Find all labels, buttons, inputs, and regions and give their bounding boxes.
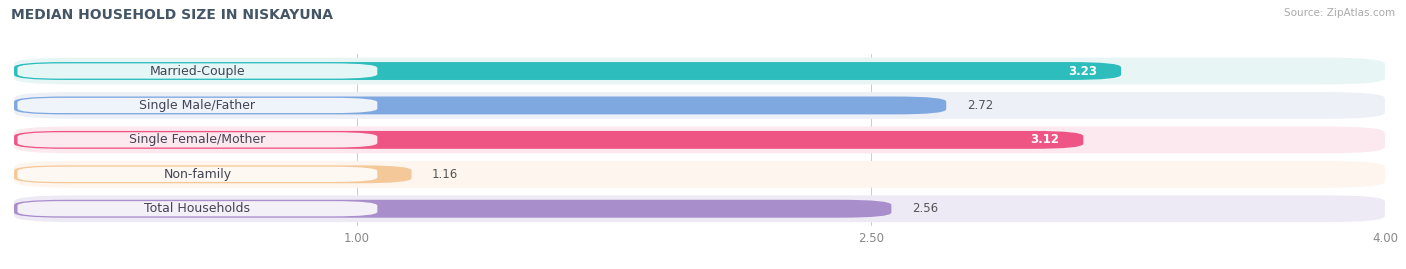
Text: 3.23: 3.23 [1069, 65, 1097, 77]
FancyBboxPatch shape [14, 195, 1385, 222]
FancyBboxPatch shape [14, 97, 946, 114]
FancyBboxPatch shape [17, 167, 377, 182]
Text: Married-Couple: Married-Couple [149, 65, 245, 77]
Text: Single Female/Mother: Single Female/Mother [129, 133, 266, 146]
FancyBboxPatch shape [14, 92, 1385, 119]
FancyBboxPatch shape [17, 132, 377, 147]
Text: 3.12: 3.12 [1031, 133, 1059, 146]
Text: Total Households: Total Households [145, 202, 250, 215]
Text: 2.72: 2.72 [967, 99, 993, 112]
Text: Source: ZipAtlas.com: Source: ZipAtlas.com [1284, 8, 1395, 18]
Text: 2.56: 2.56 [912, 202, 938, 215]
FancyBboxPatch shape [14, 126, 1385, 153]
FancyBboxPatch shape [14, 161, 1385, 188]
Text: MEDIAN HOUSEHOLD SIZE IN NISKAYUNA: MEDIAN HOUSEHOLD SIZE IN NISKAYUNA [11, 8, 333, 22]
FancyBboxPatch shape [17, 201, 377, 216]
FancyBboxPatch shape [14, 58, 1385, 84]
FancyBboxPatch shape [14, 200, 891, 218]
Text: Non-family: Non-family [163, 168, 232, 181]
FancyBboxPatch shape [17, 63, 377, 79]
FancyBboxPatch shape [17, 98, 377, 113]
FancyBboxPatch shape [14, 165, 412, 183]
Text: Single Male/Father: Single Male/Father [139, 99, 256, 112]
Text: 1.16: 1.16 [432, 168, 458, 181]
FancyBboxPatch shape [14, 131, 1084, 149]
FancyBboxPatch shape [14, 62, 1121, 80]
